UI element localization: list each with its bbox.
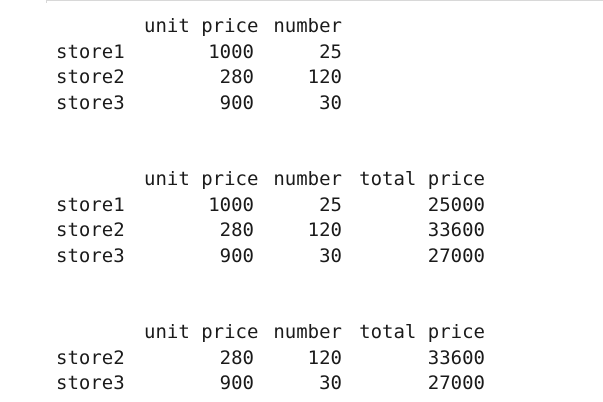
header-row: unit price number — [56, 14, 342, 40]
number-cell: 25 — [319, 193, 342, 216]
number-cell: 25 — [319, 40, 342, 63]
total-price-cell: 33600 — [427, 219, 485, 241]
number-cell: 120 — [307, 346, 342, 369]
table-row: store2 280 120 — [56, 65, 342, 91]
number-cell: 120 — [307, 66, 342, 88]
row-index: store2 — [56, 346, 125, 369]
table-row: store3 900 30 27000 — [56, 244, 485, 270]
unit-price-cell: 280 — [219, 346, 254, 369]
total-price-cell: 27000 — [427, 244, 485, 267]
unit-price-cell: 900 — [219, 91, 254, 114]
number-cell: 30 — [319, 372, 342, 394]
index-header — [56, 14, 144, 40]
number-cell: 30 — [319, 91, 342, 114]
table-row: store3 900 30 27000 — [56, 371, 485, 397]
total-price-cell: 33600 — [427, 346, 485, 369]
column-header: number — [273, 168, 342, 190]
unit-price-cell: 900 — [219, 244, 254, 267]
dataframe-output-2: unit price number total price store1 100… — [56, 167, 485, 269]
row-index: store3 — [56, 372, 125, 394]
unit-price-cell: 1000 — [208, 40, 254, 63]
column-header: total price — [359, 321, 485, 343]
column-header: total price — [359, 168, 485, 190]
table-row: store1 1000 25 25000 — [56, 193, 485, 219]
row-index: store1 — [56, 193, 125, 216]
row-index: store3 — [56, 91, 125, 114]
output-frame — [46, 0, 603, 3]
row-index: store2 — [56, 66, 125, 88]
number-cell: 120 — [307, 219, 342, 241]
column-header: unit price — [144, 321, 259, 343]
unit-price-cell: 900 — [219, 372, 254, 394]
unit-price-cell: 280 — [219, 219, 254, 241]
header-row: unit price number total price — [56, 167, 485, 193]
table-row: store3 900 30 — [56, 91, 342, 117]
table-row: store2 280 120 33600 — [56, 346, 485, 372]
total-price-cell: 25000 — [427, 193, 485, 216]
total-price-cell: 27000 — [427, 372, 485, 394]
index-header — [56, 320, 144, 346]
column-header: unit price — [144, 168, 259, 190]
unit-price-cell: 1000 — [208, 193, 254, 216]
row-index: store2 — [56, 219, 125, 241]
column-header: number — [273, 321, 342, 343]
row-index: store1 — [56, 40, 125, 63]
column-header: number — [273, 15, 342, 37]
index-header — [56, 167, 144, 193]
number-cell: 30 — [319, 244, 342, 267]
table-row: store2 280 120 33600 — [56, 218, 485, 244]
unit-price-cell: 280 — [219, 66, 254, 88]
header-row: unit price number total price — [56, 320, 485, 346]
dataframe-output-3: unit price number total price store2 280… — [56, 320, 485, 397]
column-header: unit price — [144, 15, 259, 37]
row-index: store3 — [56, 244, 125, 267]
dataframe-output-1: unit price number store1 1000 25 store2 … — [56, 14, 342, 116]
table-row: store1 1000 25 — [56, 40, 342, 66]
